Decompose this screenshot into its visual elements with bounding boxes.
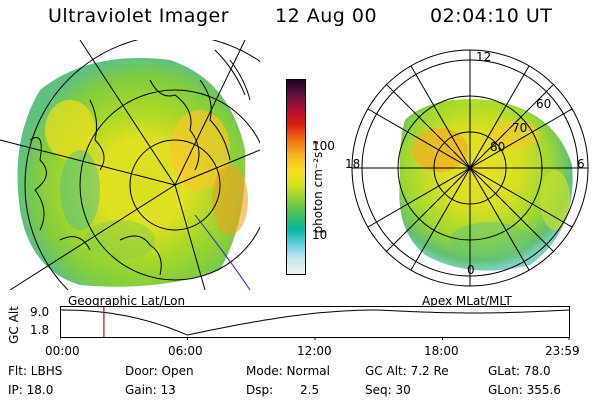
altitude-xtick-0600: 06:00 (168, 344, 203, 358)
status-glon: GLon: 355.6 (488, 383, 561, 397)
mlt-label-12: 12 (476, 50, 492, 64)
altitude-xtick-1800: 18:00 (424, 344, 459, 358)
header-time: 02:04:10 UT (430, 5, 553, 27)
altitude-ytick-bottom: 1.8 (30, 323, 50, 337)
status-gc-altitude: GC Alt: 7.2 Re (365, 364, 449, 378)
mlat-label-70: 70 (512, 121, 528, 135)
status-glat: GLat: 78.0 (488, 364, 551, 378)
status-dsp-label: Dsp: (246, 383, 274, 397)
geographic-panel-label: Geographic Lat/Lon (68, 294, 186, 308)
altitude-ytick-top: 9.0 (30, 305, 50, 319)
status-filter: Flt: LBHS (8, 364, 63, 378)
altitude-xtick-1200: 12:00 (297, 344, 332, 358)
mlat-label-80: 80 (490, 140, 506, 154)
mlt-label-6: 6 (577, 157, 585, 171)
altitude-xtick-2359: 23:59 (545, 344, 580, 358)
apex-panel-label: Apex MLat/MLT (422, 294, 512, 308)
mlt-label-0: 0 (467, 263, 475, 277)
altitude-plot (60, 306, 570, 340)
status-sequence: Seq: 30 (365, 383, 411, 397)
status-ip: IP: 18.0 (8, 383, 54, 397)
status-door: Door: Open (125, 364, 194, 378)
colorbar-tick-10: 10 (312, 228, 328, 242)
mlat-label-60: 60 (536, 97, 552, 111)
status-dsp-value: 2.5 (300, 383, 320, 397)
mlt-label-18: 18 (345, 157, 361, 171)
status-mode: Mode: Normal (246, 364, 330, 378)
app-title: Ultraviolet Imager (48, 5, 230, 27)
geographic-auroral-image (0, 40, 260, 290)
colorbar-unit-label: photon cm⁻²s⁻¹ (311, 140, 325, 234)
status-gain: Gain: 13 (125, 383, 176, 397)
colorbar (286, 79, 306, 275)
apex-polar-image (351, 49, 589, 287)
header-date: 12 Aug 00 (275, 5, 378, 27)
altitude-xtick-0000: 00:00 (45, 344, 80, 358)
colorbar-tick-100: 100 (312, 139, 335, 153)
altitude-ylabel: GC Alt (7, 306, 21, 344)
